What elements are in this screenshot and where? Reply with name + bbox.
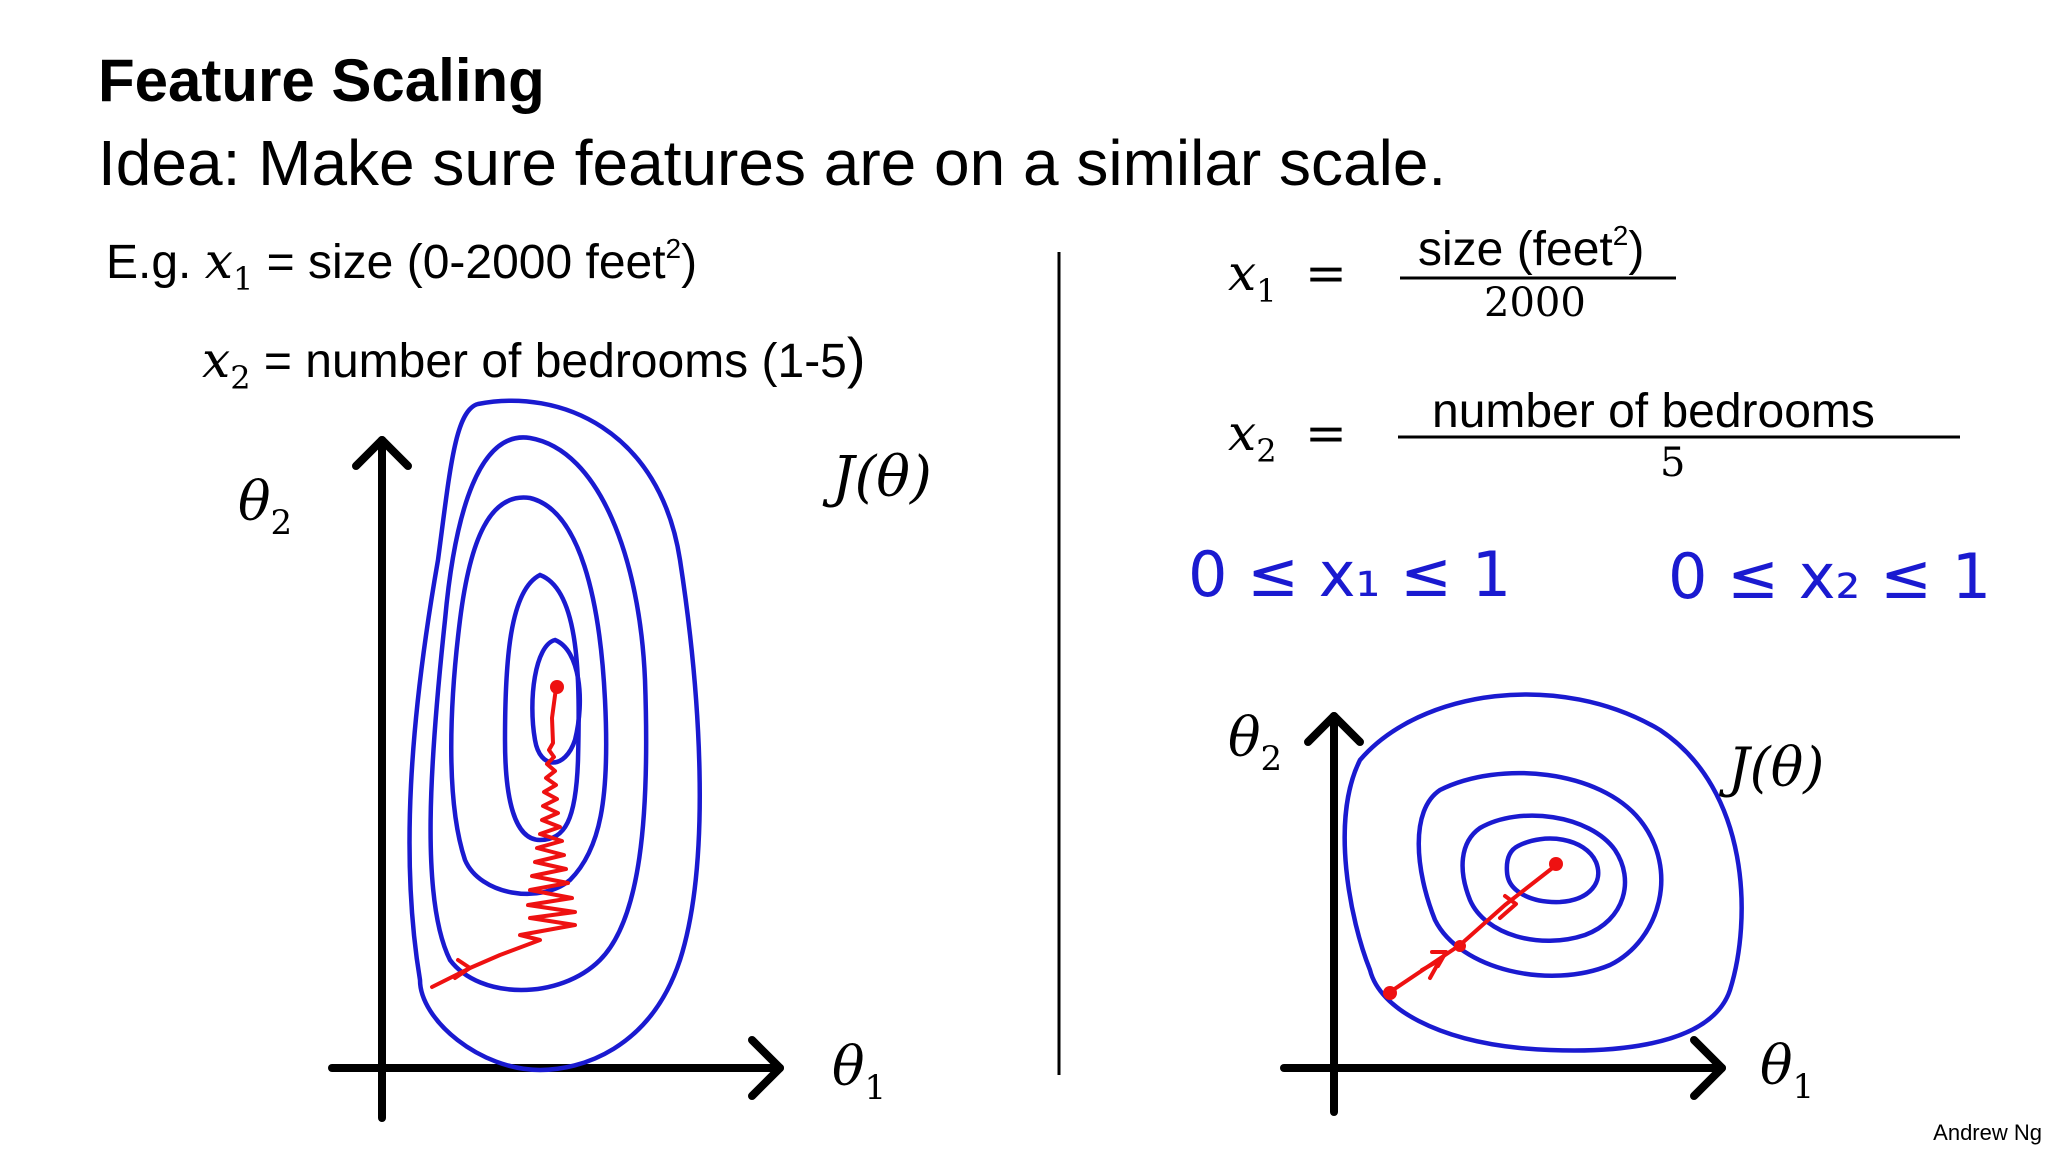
rf-x2-equals: = [1305,404,1347,462]
x1-numerator: size (feet2) [1418,220,1645,276]
x1-symbol: x [204,232,233,290]
right-x-arrowhead [1690,1036,1726,1100]
right-cost-label: J(θ) [1728,736,1825,799]
right-path-arrow-1b [1430,950,1448,968]
example-x2-line: x2 = number of bedrooms (1-5) [202,325,866,397]
left-theta1-label: θ1 [832,1035,887,1108]
left-contour-4 [502,572,581,843]
left-gradient-path [430,686,577,989]
idea-text: Idea: Make sure features are on a simila… [98,127,1447,199]
left-contour-2 [428,435,649,993]
x2-range-handwritten: 0 ≤ x₂ ≤ 1 [1668,540,1992,613]
right-theta1-label: θ1 [1760,1034,1815,1107]
x2-numerator: number of bedrooms [1432,385,1875,438]
left-cost-label: J(θ) [832,445,932,510]
x2-symbol: x [202,331,231,389]
x2-description: = number of bedrooms (1-5 [263,335,847,388]
left-x-arrowhead [748,1036,784,1100]
left-y-arrowhead [352,436,412,470]
right-contour-2 [1416,770,1664,978]
example-x1-line: E.g. x1 = size (0-2000 feet2) [106,232,698,298]
rf-x1-symbol: x [1228,244,1257,302]
rf-x1-equals: = [1305,244,1347,302]
slide-title: Feature Scaling [98,47,545,114]
right-y-arrowhead [1304,712,1364,746]
rf-x1-sub: 1 [1256,272,1277,310]
right-theta2-label: θ2 [1228,706,1283,779]
right-minimum-point [1549,857,1563,871]
left-contour-3 [449,495,609,896]
right-step-point [1454,940,1466,952]
left-theta2-label: θ2 [238,470,293,543]
x1-subscript: 1 [232,260,254,298]
right-path-arrow-2 [1498,894,1518,920]
x1-denominator: 2000 [1484,280,1586,326]
x1-superscript: 2 [665,233,682,264]
left-minimum-point [550,680,564,694]
x1-close-paren: ) [681,236,698,289]
x1-description: = size (0-2000 feet [266,236,666,289]
right-start-point [1383,986,1397,1000]
author-credit: Andrew Ng [1933,1120,2042,1145]
x1-range-handwritten: 0 ≤ x₁ ≤ 1 [1188,538,1512,611]
rf-x2-sub: 2 [1256,432,1277,470]
right-contour-1 [1342,692,1744,1053]
left-path-arrow-tick [453,958,472,980]
x2-scaled-formula: x2 = [1228,404,1347,470]
eg-label: E.g. [106,236,192,289]
rf-x2-symbol: x [1228,404,1257,462]
left-contour-1 [407,398,702,1073]
x1-scaled-formula: x1 = [1228,244,1347,310]
x2-denominator: 5 [1660,440,1686,486]
right-contour-3 [1460,813,1628,944]
x2-subscript: 2 [230,359,251,397]
x2-close-paren: ) [846,326,866,389]
right-contour-4 [1504,836,1601,905]
left-contour-5 [530,637,582,765]
